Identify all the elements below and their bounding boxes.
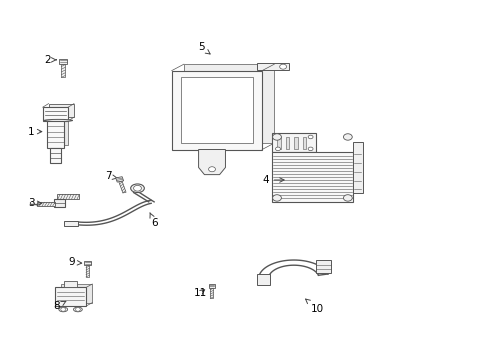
- Text: 2: 2: [44, 55, 56, 65]
- Circle shape: [280, 64, 287, 69]
- Bar: [272, 152, 353, 202]
- Bar: [57, 194, 79, 199]
- Text: 8: 8: [53, 301, 66, 311]
- Text: 11: 11: [194, 288, 207, 298]
- Bar: [303, 137, 306, 149]
- Bar: [55, 287, 86, 306]
- Bar: [294, 137, 298, 149]
- Circle shape: [209, 167, 216, 172]
- Bar: [257, 274, 270, 285]
- Circle shape: [275, 147, 280, 151]
- Circle shape: [343, 134, 352, 140]
- Ellipse shape: [44, 120, 73, 122]
- Bar: [54, 199, 65, 207]
- Polygon shape: [119, 181, 126, 193]
- Text: 4: 4: [262, 175, 284, 185]
- Bar: [65, 281, 76, 287]
- Bar: [257, 63, 289, 70]
- Circle shape: [275, 135, 280, 139]
- Polygon shape: [116, 177, 123, 182]
- Polygon shape: [209, 284, 215, 288]
- Polygon shape: [61, 64, 65, 77]
- Ellipse shape: [59, 307, 68, 312]
- Polygon shape: [86, 265, 89, 277]
- Bar: [272, 134, 317, 152]
- Text: 7: 7: [105, 171, 117, 181]
- Bar: [49, 148, 61, 163]
- Circle shape: [272, 195, 281, 201]
- Text: 9: 9: [68, 257, 82, 267]
- Bar: [47, 121, 64, 148]
- Bar: [49, 104, 74, 117]
- Bar: [353, 142, 363, 193]
- Polygon shape: [198, 149, 225, 175]
- Bar: [51, 118, 68, 145]
- Text: 6: 6: [150, 213, 158, 228]
- Bar: [172, 71, 262, 149]
- Circle shape: [75, 308, 80, 311]
- Bar: [184, 64, 274, 143]
- Bar: [180, 77, 253, 143]
- Ellipse shape: [74, 307, 82, 312]
- Bar: [37, 202, 55, 206]
- Circle shape: [61, 308, 66, 311]
- Bar: [61, 284, 92, 303]
- Text: 10: 10: [306, 299, 324, 314]
- Circle shape: [272, 134, 281, 140]
- Bar: [286, 137, 289, 149]
- Circle shape: [308, 135, 313, 139]
- Text: 3: 3: [27, 198, 42, 208]
- Circle shape: [308, 147, 313, 151]
- Circle shape: [343, 195, 352, 201]
- Bar: [43, 107, 68, 121]
- Bar: [277, 137, 281, 149]
- Polygon shape: [59, 59, 67, 64]
- Text: 5: 5: [197, 42, 210, 54]
- Ellipse shape: [131, 184, 145, 193]
- Circle shape: [134, 185, 142, 191]
- Bar: [316, 260, 331, 273]
- Polygon shape: [84, 261, 91, 265]
- Bar: [64, 221, 78, 226]
- Text: 1: 1: [27, 127, 42, 136]
- Polygon shape: [210, 288, 213, 298]
